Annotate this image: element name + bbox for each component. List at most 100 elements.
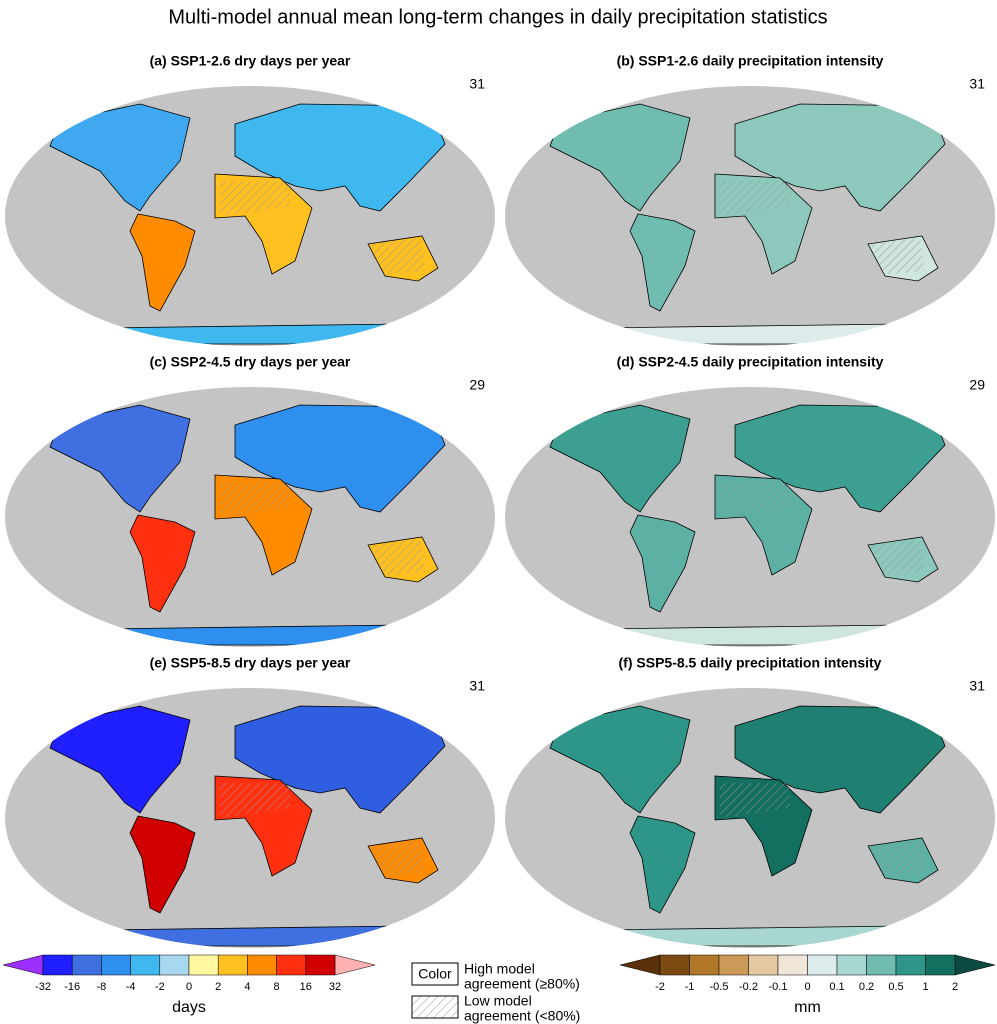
map (5, 688, 495, 948)
panel-title: (e) SSP5-8.5 dry days per year (150, 655, 351, 671)
land (549, 705, 946, 947)
colorbar-tick-label: 32 (329, 981, 341, 993)
colorbar-box (217, 954, 248, 976)
legend-hatch-box (411, 995, 459, 1019)
colorbar-tick-label: 0 (804, 981, 810, 993)
land-na (549, 103, 691, 212)
legend-color-label: Color (418, 966, 452, 982)
low-agreement-hatch (220, 181, 425, 274)
land-na (549, 705, 691, 814)
colorbar-tick-label: -0.1 (769, 981, 788, 993)
land-sa (629, 514, 696, 613)
land-sa (129, 213, 196, 312)
low-agreement-hatch (720, 482, 925, 575)
land-an (598, 925, 902, 947)
colorbar-box (836, 954, 867, 976)
colorbar-tick-label: 8 (274, 981, 280, 993)
land (49, 705, 446, 947)
colorbar-box (925, 954, 956, 976)
model-count: 29 (469, 377, 485, 393)
land-an (598, 624, 902, 646)
colorbar-low (2, 954, 44, 976)
legend-text: Low model (464, 993, 532, 1009)
colorbar-tick-label: -0.5 (710, 981, 729, 993)
colorbar-tick-label: 1 (922, 981, 928, 993)
colorbar-tick-label: -8 (97, 981, 107, 993)
colorbar-box (689, 954, 720, 976)
colorbar-box (305, 954, 336, 976)
colorbar-tick-label: -2 (655, 981, 665, 993)
colorbar-low (619, 954, 661, 976)
legend-color-box (411, 962, 459, 986)
colorbar-unit: mm (794, 999, 821, 1016)
land-an (598, 323, 902, 345)
land (549, 103, 946, 345)
low-agreement-hatch (220, 482, 425, 575)
land (549, 404, 946, 646)
panel-title: (c) SSP2-4.5 dry days per year (150, 354, 351, 370)
land-an (98, 624, 402, 646)
model-count: 29 (969, 377, 985, 393)
land-sa (629, 213, 696, 312)
map (505, 387, 995, 647)
colorbar-tick-label: -4 (126, 981, 136, 993)
low-agreement-hatch (720, 783, 925, 876)
land-na (49, 404, 191, 513)
model-count: 31 (469, 678, 485, 694)
colorbar-tick-label: 0.5 (888, 981, 903, 993)
map (5, 387, 495, 647)
colorbar-box (866, 954, 897, 976)
colorbar-box (895, 954, 926, 976)
land-na (49, 705, 191, 814)
colorbar-tick-label: 0.2 (859, 981, 874, 993)
model-count: 31 (969, 76, 985, 92)
colorbar-box (101, 954, 131, 976)
map (505, 86, 995, 346)
map (505, 688, 995, 948)
colorbar-high (954, 954, 996, 976)
colorbar-box (130, 954, 161, 976)
colorbar-box (188, 954, 219, 976)
legend-text: agreement (<80%) (464, 1008, 580, 1024)
colorbar-tick-label: 2 (952, 981, 958, 993)
colorbar-unit: days (172, 999, 206, 1016)
panel-title: (d) SSP2-4.5 daily precipitation intensi… (617, 354, 884, 370)
colorbar-box (748, 954, 779, 976)
colorbar-tick-label: -16 (64, 981, 80, 993)
colorbar-box (718, 954, 749, 976)
low-agreement-hatch (720, 181, 925, 274)
land-na (49, 103, 191, 212)
land-an (98, 323, 402, 345)
land-na (549, 404, 691, 513)
colorbar-tick-label: -1 (685, 981, 695, 993)
model-count: 31 (469, 76, 485, 92)
panel-title: (f) SSP5-8.5 daily precipitation intensi… (619, 655, 882, 671)
colorbar-tick-label: -0.2 (739, 981, 758, 993)
low-agreement-hatch (220, 783, 425, 876)
figure-title: Multi-model annual mean long-term change… (168, 6, 827, 28)
colorbar-tick-label: -2 (155, 981, 165, 993)
colorbar-tick-label: 4 (244, 981, 250, 993)
land-an (98, 925, 402, 947)
panel-title: (b) SSP1-2.6 daily precipitation intensi… (617, 53, 884, 69)
colorbar-tick-label: 16 (300, 981, 312, 993)
colorbar-box (247, 954, 277, 976)
colorbar-box (276, 954, 307, 976)
colorbar-box (807, 954, 838, 976)
colorbar-tick-label: 0.1 (829, 981, 844, 993)
legend-text: agreement (≥80%) (464, 976, 580, 992)
colorbar-box (71, 954, 102, 976)
colorbar-tick-label: -32 (35, 981, 51, 993)
colorbar-high (334, 954, 376, 976)
model-count: 31 (969, 678, 985, 694)
colorbar-box (159, 954, 190, 976)
colorbar-box (659, 954, 690, 976)
map (5, 86, 495, 346)
land-sa (629, 815, 696, 914)
land-sa (129, 815, 196, 914)
land (49, 103, 446, 345)
colorbar-tick-label: 2 (215, 981, 221, 993)
legend-text: High model (464, 961, 535, 977)
colorbar-tick-label: 0 (186, 981, 192, 993)
